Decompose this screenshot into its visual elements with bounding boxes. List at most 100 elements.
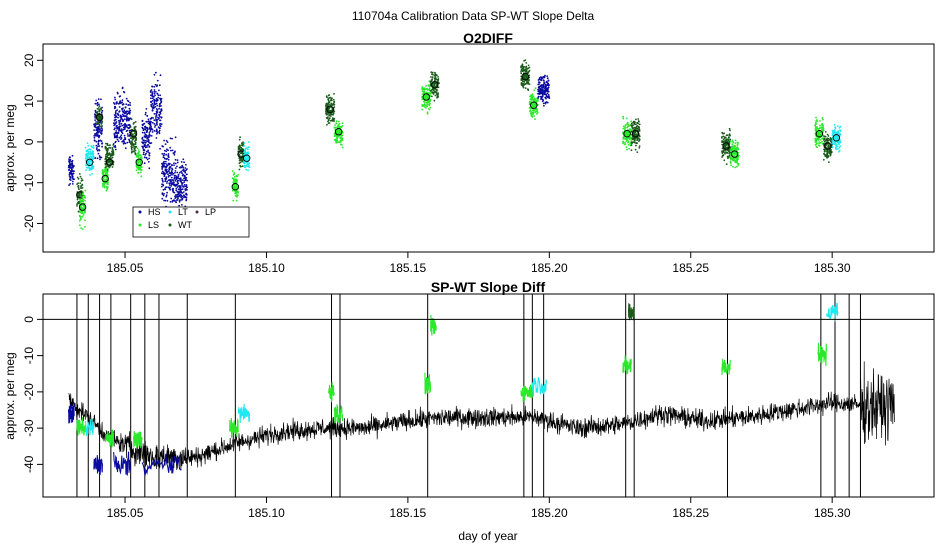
o2diff-point	[161, 145, 164, 147]
o2diff-point	[146, 114, 149, 117]
o2diff-mean-inner	[136, 159, 142, 166]
o2diff-point	[425, 85, 427, 87]
o2diff-point	[520, 82, 523, 84]
o2diff-point	[533, 98, 536, 101]
o2diff-point	[327, 113, 329, 116]
o2diff-point	[736, 144, 739, 147]
o2diff-point	[730, 147, 733, 150]
o2diff-point	[232, 199, 235, 202]
o2diff-point	[77, 182, 79, 185]
o2diff-point	[101, 120, 103, 122]
o2diff-point	[629, 138, 632, 140]
o2diff-point	[150, 97, 152, 100]
o2diff-point	[831, 133, 834, 135]
o2diff-point	[106, 142, 109, 145]
o2diff-point	[158, 129, 161, 132]
o2diff-mean-inner	[531, 102, 537, 108]
o2diff-point	[179, 187, 182, 189]
o2diff-point	[626, 148, 628, 151]
o2diff-point	[183, 170, 186, 173]
o2diff-point	[156, 111, 158, 114]
o2diff-point	[174, 179, 177, 182]
o2diff-point	[331, 97, 333, 100]
o2diff-point	[816, 126, 818, 128]
o2diff-point	[81, 197, 84, 199]
o2diff-point	[98, 125, 101, 128]
o2diff-point	[155, 129, 158, 132]
o2diff-point	[325, 113, 328, 116]
o2diff-point	[173, 174, 176, 177]
o2diff-point	[433, 83, 435, 86]
o2diff-point	[176, 195, 179, 198]
o2diff-point	[151, 92, 154, 95]
o2diff-mean-inner	[723, 143, 729, 149]
o2diff-point	[69, 179, 72, 182]
o2diff-point	[821, 142, 824, 145]
o2diff-point	[434, 73, 437, 75]
o2diff-point	[176, 177, 179, 179]
o2diff-point	[535, 113, 538, 115]
o2diff-point	[830, 151, 833, 153]
o2diff-point	[525, 62, 528, 64]
o2diff-point	[85, 154, 88, 157]
o2diff-point	[428, 108, 430, 110]
o2diff-point	[87, 152, 90, 155]
o2diff-point	[99, 156, 101, 159]
o2diff-point	[327, 102, 330, 105]
o2diff-point	[162, 188, 165, 191]
o2diff-mean-marker	[326, 105, 334, 114]
o2diff-point	[821, 140, 823, 143]
o2diff-point	[183, 161, 186, 164]
o2diff-point	[147, 140, 150, 143]
o2diff-point	[149, 127, 152, 130]
o2diff-point	[333, 106, 336, 108]
o2diff-point	[520, 71, 522, 73]
o2diff-point	[128, 107, 131, 110]
o2diff-point	[127, 100, 130, 103]
o2diff-point	[82, 214, 85, 216]
o2diff-point	[174, 158, 177, 161]
o2diff-point	[165, 177, 168, 180]
o2diff-point	[101, 169, 104, 172]
spwt-x-tick-label: 185.10	[248, 506, 285, 520]
o2diff-point	[623, 143, 626, 146]
o2diff-point	[165, 165, 168, 168]
o2diff-point	[631, 126, 634, 128]
o2diff-point	[169, 178, 172, 181]
o2diff-mean-marker	[530, 101, 538, 109]
o2diff-point	[533, 89, 536, 92]
o2diff-point	[541, 95, 543, 98]
o2diff-point	[113, 124, 115, 127]
o2diff-point	[79, 217, 82, 220]
o2diff-point	[540, 76, 542, 78]
o2diff-point	[126, 133, 129, 135]
legend-swatch	[138, 210, 142, 214]
o2diff-point	[68, 169, 70, 172]
o2diff-point	[635, 144, 637, 147]
o2diff-point	[169, 186, 171, 189]
o2diff-point	[428, 85, 431, 88]
o2diff-point	[165, 194, 168, 197]
o2diff-point	[543, 81, 545, 84]
o2diff-point	[104, 160, 107, 163]
o2diff-point	[181, 204, 183, 206]
o2diff-point	[179, 180, 182, 182]
o2diff-point	[144, 141, 147, 144]
o2diff-cluster	[93, 98, 104, 161]
o2diff-point	[102, 173, 104, 176]
o2diff-point	[133, 145, 136, 148]
o2diff-point	[166, 180, 169, 183]
o2diff-point	[245, 165, 247, 167]
o2diff-point	[327, 118, 330, 121]
o2diff-point	[429, 89, 432, 92]
o2diff-point	[430, 76, 432, 78]
o2diff-point	[327, 122, 330, 124]
o2diff-point	[152, 104, 155, 107]
o2diff-point	[95, 133, 98, 136]
o2diff-mean-inner	[624, 131, 630, 137]
o2diff-point	[339, 137, 341, 139]
o2diff-mean-marker	[521, 72, 529, 81]
o2diff-point	[231, 170, 234, 172]
o2diff-point	[155, 99, 158, 102]
o2diff-point	[178, 185, 181, 188]
